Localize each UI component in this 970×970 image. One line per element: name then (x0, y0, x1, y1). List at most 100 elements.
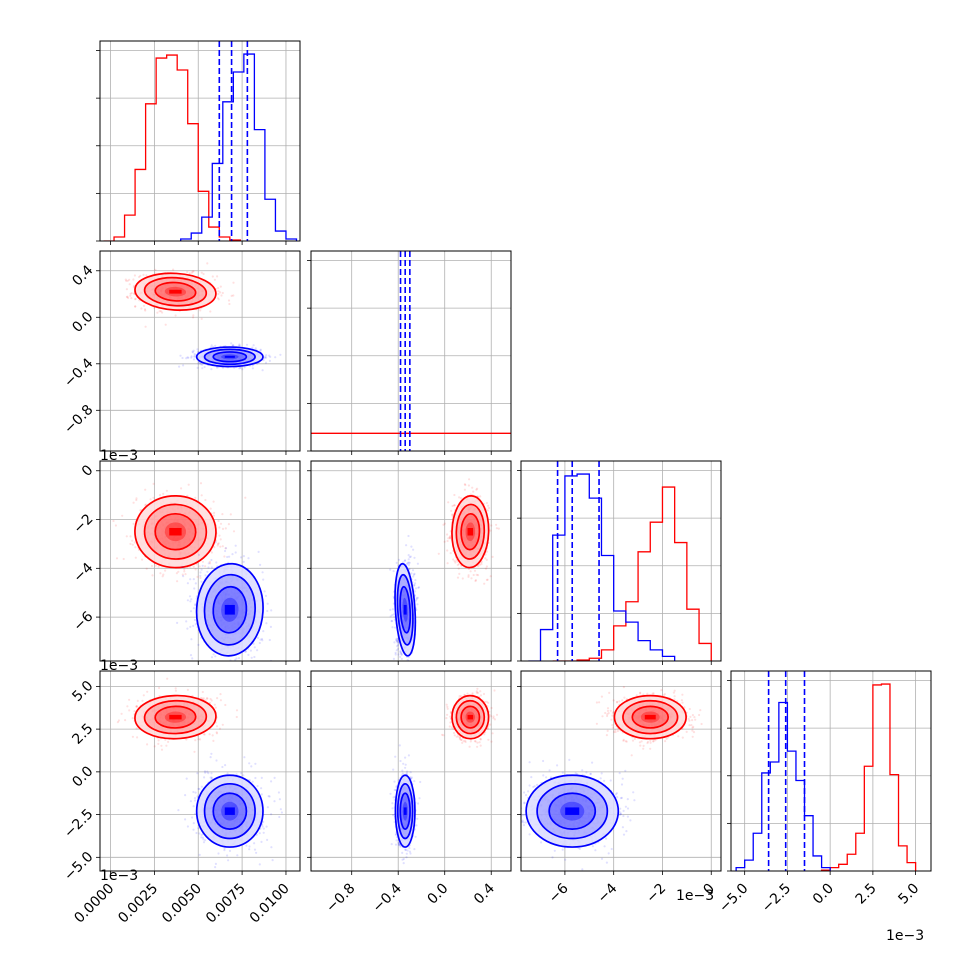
sample-point (239, 366, 242, 369)
sample-point (443, 540, 446, 543)
sample-point (162, 573, 165, 576)
sample-point (193, 355, 196, 358)
sample-point (269, 355, 272, 358)
sample-point (497, 527, 500, 530)
sample-point (164, 569, 167, 572)
sample-point (227, 523, 230, 526)
sample-point (210, 344, 213, 347)
sample-point (192, 349, 195, 352)
sample-point (484, 567, 488, 570)
sample-point (458, 496, 461, 499)
sample-point (121, 514, 124, 517)
sample-point (186, 582, 189, 585)
sample-point (252, 344, 255, 347)
sample-point (478, 563, 482, 566)
sample-point (134, 298, 137, 301)
sample-point (185, 357, 188, 360)
sample-point (459, 497, 463, 500)
sample-point (206, 570, 209, 573)
sample-point (134, 556, 137, 559)
y-offset-label: 1e−3 (100, 448, 138, 464)
sample-point (162, 492, 165, 495)
sample-point (224, 549, 227, 553)
sample-point (259, 349, 262, 352)
sample-point (220, 294, 223, 297)
sample-point (232, 684, 234, 686)
sample-point (200, 317, 203, 320)
sample-point (250, 656, 253, 659)
sample-point (141, 558, 144, 561)
sample-point (210, 566, 213, 569)
sample-point (186, 494, 189, 497)
sample-point (192, 607, 195, 610)
sample-point (412, 548, 415, 551)
sample-point (232, 344, 235, 347)
sample-point (483, 582, 486, 585)
sample-point (151, 574, 154, 577)
sample-point (243, 366, 246, 369)
sample-point (261, 639, 264, 642)
panel-frame (99, 40, 301, 242)
sample-point (224, 527, 227, 530)
sample-point (213, 278, 216, 281)
sample-point (453, 493, 456, 497)
histogram-series-1 (180, 53, 298, 241)
sample-point (392, 570, 395, 573)
sample-point (412, 575, 415, 578)
sample-point (129, 292, 132, 295)
sample-point (448, 537, 452, 540)
sample-point (201, 560, 204, 563)
sample-point (178, 365, 181, 368)
sample-point (470, 577, 473, 580)
sample-point (265, 354, 268, 357)
sample-point (234, 551, 237, 554)
sample-point (129, 542, 132, 546)
sample-point (217, 298, 220, 301)
sample-point (122, 557, 125, 561)
sample-point (227, 299, 231, 302)
sample-point (407, 534, 410, 538)
sample-point (197, 643, 200, 647)
sample-point (126, 279, 129, 282)
sample-point (144, 325, 147, 328)
sample-point (216, 297, 219, 300)
sample-point (234, 658, 237, 661)
panel-1-1 (307, 250, 512, 455)
sample-point (179, 354, 182, 357)
sample-point (243, 678, 245, 680)
sample-point (158, 494, 162, 497)
sample-point (132, 501, 135, 504)
sample-point (144, 488, 147, 491)
y-tick-label: −6 (71, 609, 97, 635)
sample-point (407, 554, 410, 557)
sample-point (484, 557, 487, 560)
sample-point (229, 513, 232, 516)
sample-point (257, 550, 260, 554)
sample-point (223, 555, 226, 558)
sample-point (210, 656, 214, 659)
sample-point (489, 529, 492, 532)
sample-point (175, 572, 178, 575)
sample-point (256, 649, 259, 652)
sample-point (216, 665, 218, 667)
density-peak-series-1 (224, 355, 235, 358)
sample-point (202, 272, 205, 276)
sample-point (191, 350, 194, 353)
sample-point (237, 344, 240, 347)
sample-point (437, 552, 440, 555)
sample-point (270, 609, 273, 612)
sample-point (463, 488, 466, 491)
sample-point (177, 570, 180, 573)
sample-point (129, 294, 132, 297)
sample-point (259, 563, 262, 567)
sample-point (194, 603, 197, 606)
sample-point (128, 283, 131, 286)
y-tick-label: 0 (79, 462, 97, 480)
sample-point (200, 271, 203, 274)
sample-point (217, 290, 220, 293)
sample-point (186, 599, 189, 602)
sample-point (263, 590, 266, 593)
sample-point (232, 281, 235, 284)
sample-point (279, 353, 282, 356)
sample-point (132, 292, 136, 295)
